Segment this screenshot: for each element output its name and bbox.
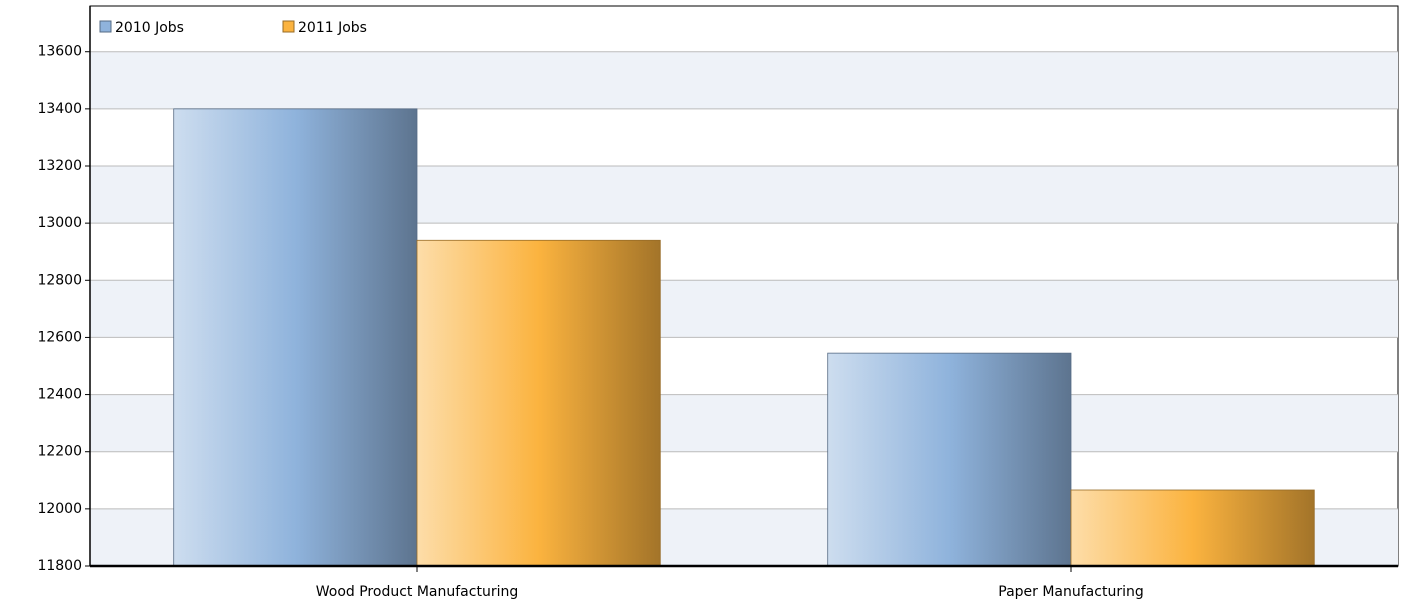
legend-label: 2010 Jobs <box>115 20 184 36</box>
legend-label: 2011 Jobs <box>298 20 367 36</box>
y-tick-label: 12600 <box>37 329 82 345</box>
x-tick-label: Wood Product Manufacturing <box>316 584 518 600</box>
y-tick-label: 12800 <box>37 272 82 288</box>
y-tick-label: 13600 <box>37 44 82 60</box>
y-tick-label: 11800 <box>37 558 82 574</box>
bar <box>416 239 661 567</box>
legend-swatch <box>282 20 295 33</box>
y-tick-label: 12400 <box>37 387 82 403</box>
x-tick-label: Paper Manufacturing <box>998 584 1143 600</box>
bar <box>1070 489 1315 567</box>
y-tick-label: 13200 <box>37 158 82 174</box>
y-tick-label: 12200 <box>37 444 82 460</box>
grid-stripe <box>90 51 1398 109</box>
y-tick-label: 13000 <box>37 215 82 231</box>
bar <box>173 108 418 567</box>
y-tick-label: 13400 <box>37 101 82 117</box>
y-tick-label: 12000 <box>37 501 82 517</box>
bar <box>827 352 1072 567</box>
legend-swatch <box>99 20 112 33</box>
